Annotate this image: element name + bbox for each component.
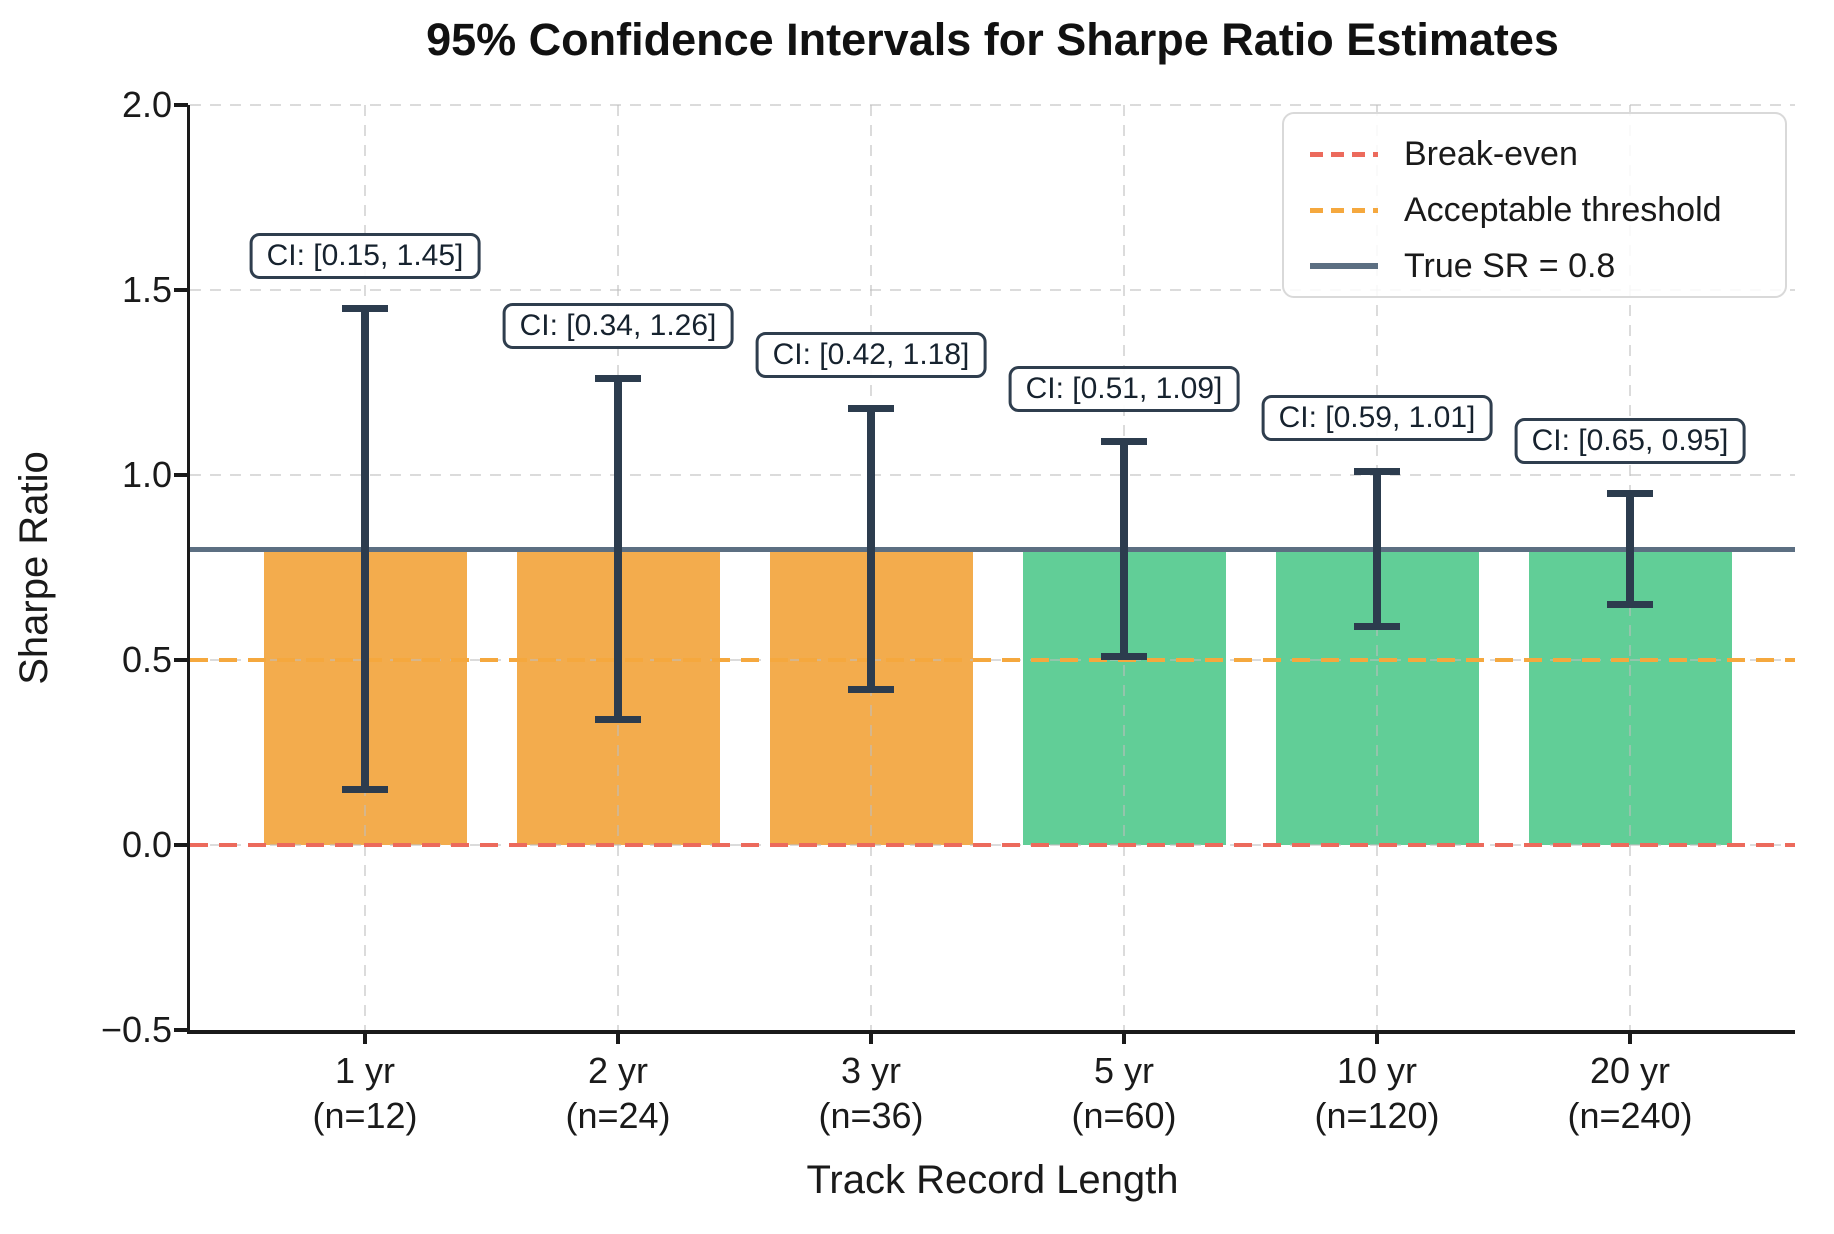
legend-item-truesr=0.8: True SR = 0.8 (1310, 238, 1785, 294)
x-tick-label-line1: 3 yr (840, 1050, 901, 1091)
x-tick (1375, 1030, 1379, 1044)
legend-label-truesr=0.8: True SR = 0.8 (1404, 246, 1616, 285)
legend-swatch-truesr=0.8 (1310, 263, 1378, 269)
y-tick (174, 658, 188, 662)
x-tick-label-10yr: 10 yr (n=120) (1250, 1048, 1504, 1138)
legend-item-break-even: Break-even (1310, 126, 1785, 182)
x-tick-label-3yr: 3 yr (n=36) (744, 1048, 998, 1138)
legend: Break-even Acceptable threshold True SR = … (1282, 112, 1787, 298)
y-tick-label-0.0: 0.0 (121, 824, 172, 865)
x-tick-label-line2: (n=240) (1567, 1095, 1693, 1136)
y-tick-label-1.0: 1.0 (121, 454, 172, 495)
errorbar-cap-bottom-3yr (848, 686, 894, 694)
errorbar-line-2yr (614, 378, 622, 720)
errorbar-cap-top-10yr (1354, 467, 1400, 475)
errorbar-cap-bottom-10yr (1354, 623, 1400, 631)
y-tick (174, 473, 188, 477)
ci-annotation-10yr: CI: [0.59, 1.01] (1261, 395, 1493, 442)
legend-item-acceptablethreshold: Acceptable threshold (1310, 182, 1785, 238)
y-axis-spine (186, 105, 190, 1034)
x-tick-label-5yr: 5 yr (n=60) (997, 1048, 1251, 1138)
x-tick (1122, 1030, 1126, 1044)
x-tick-label-line2: (n=36) (818, 1095, 924, 1136)
x-tick (363, 1030, 367, 1044)
ci-annotation-2yr: CI: [0.34, 1.26] (502, 302, 734, 349)
errorbar-cap-bottom-1yr (342, 786, 388, 793)
refline-truesr=0.8 (190, 546, 1795, 552)
x-tick-label-line1: 5 yr (1093, 1050, 1154, 1091)
ci-annotation-3yr: CI: [0.42, 1.18] (755, 332, 987, 379)
errorbar-line-1yr (361, 308, 369, 790)
x-tick-label-2yr: 2 yr (n=24) (491, 1048, 745, 1138)
x-tick-label-20yr: 20 yr (n=240) (1503, 1048, 1757, 1138)
errorbar-line-5yr (1120, 441, 1128, 657)
legend-label-break-even: Break-even (1404, 134, 1578, 173)
y-tick-label-1.5: 1.5 (121, 269, 172, 310)
errorbar-cap-top-2yr (595, 375, 641, 383)
y-tick-label-0.5: 0.5 (121, 639, 172, 680)
y-tick (174, 843, 188, 847)
refline-acceptablethreshold (190, 658, 1795, 662)
legend-swatch-acceptablethreshold (1310, 207, 1378, 213)
refline-break-even (190, 843, 1795, 847)
chart-title: 95% Confidence Intervals for Sharpe Rati… (426, 14, 1559, 65)
errorbar-cap-top-1yr (342, 305, 388, 312)
x-axis-label: Track Record Length (806, 1158, 1179, 1202)
h-gridline (190, 473, 1795, 477)
h-gridline (190, 103, 1795, 107)
x-axis-spine (186, 1030, 1795, 1034)
x-tick-label-line1: 2 yr (587, 1050, 648, 1091)
x-tick-label-line1: 20 yr (1589, 1050, 1671, 1091)
x-tick-label-line1: 10 yr (1336, 1050, 1418, 1091)
h-gridline (190, 288, 1795, 292)
x-tick (1628, 1030, 1632, 1044)
x-tick-label-line2: (n=120) (1314, 1095, 1440, 1136)
y-tick (174, 1028, 188, 1032)
y-tick (174, 103, 188, 107)
x-tick-label-line1: 1 yr (334, 1050, 395, 1091)
ci-annotation-1yr: CI: [0.15, 1.45] (249, 232, 481, 279)
errorbar-line-20yr (1626, 493, 1634, 605)
y-tick (174, 288, 188, 292)
ci-annotation-5yr: CI: [0.51, 1.09] (1008, 365, 1240, 412)
y-tick-label-2.0: 2.0 (121, 84, 172, 125)
x-tick (869, 1030, 873, 1044)
errorbar-line-3yr (867, 408, 875, 690)
x-tick-label-1yr: 1 yr (n=12) (238, 1048, 492, 1138)
ci-annotation-20yr: CI: [0.65, 0.95] (1514, 417, 1746, 464)
errorbar-line-10yr (1373, 471, 1381, 627)
legend-swatch-break-even (1310, 151, 1378, 157)
x-tick-label-line2: (n=60) (1071, 1095, 1177, 1136)
errorbar-cap-bottom-20yr (1607, 601, 1653, 608)
x-tick (616, 1030, 620, 1044)
legend-label-acceptablethreshold: Acceptable threshold (1404, 190, 1722, 229)
y-tick-label-−0.5: −0.5 (100, 1009, 172, 1050)
x-tick-label-line2: (n=12) (312, 1095, 418, 1136)
errorbar-cap-top-3yr (848, 404, 894, 412)
errorbar-cap-top-20yr (1607, 490, 1653, 497)
errorbar-cap-bottom-2yr (595, 715, 641, 723)
errorbar-cap-bottom-5yr (1101, 652, 1147, 660)
errorbar-cap-top-5yr (1101, 438, 1147, 446)
x-tick-label-line2: (n=24) (565, 1095, 671, 1136)
